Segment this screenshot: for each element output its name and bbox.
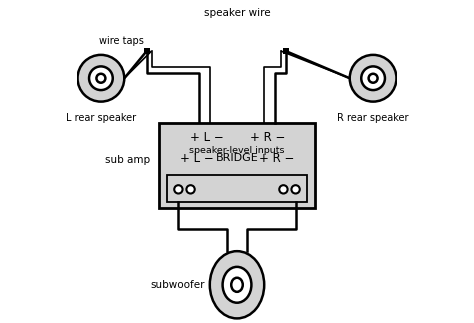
Circle shape (292, 185, 300, 193)
Text: speaker wire: speaker wire (204, 8, 270, 17)
Circle shape (78, 55, 124, 102)
Bar (144, 48, 150, 54)
Circle shape (174, 185, 182, 193)
Circle shape (186, 185, 195, 193)
Circle shape (89, 67, 113, 90)
Ellipse shape (231, 278, 243, 292)
Text: + L −: + L − (190, 131, 223, 144)
Text: R rear speaker: R rear speaker (337, 113, 409, 123)
Bar (166, 175, 308, 202)
Text: wire taps: wire taps (99, 36, 144, 46)
Text: speaker-level inputs: speaker-level inputs (189, 146, 285, 155)
Circle shape (350, 55, 396, 102)
Circle shape (369, 74, 378, 83)
Bar (158, 123, 316, 208)
Text: + R −: + R − (250, 131, 285, 144)
Circle shape (361, 67, 385, 90)
Text: subwoofer: subwoofer (150, 280, 205, 290)
Circle shape (96, 74, 105, 83)
Text: + R −: + R − (259, 152, 295, 165)
Text: sub amp: sub amp (105, 155, 151, 165)
Text: L rear speaker: L rear speaker (66, 113, 136, 123)
Circle shape (279, 185, 288, 193)
Bar (283, 48, 289, 54)
Ellipse shape (223, 267, 251, 303)
Text: BRIDGE: BRIDGE (216, 153, 258, 163)
Text: + L −: + L − (180, 152, 214, 165)
Ellipse shape (210, 251, 264, 318)
